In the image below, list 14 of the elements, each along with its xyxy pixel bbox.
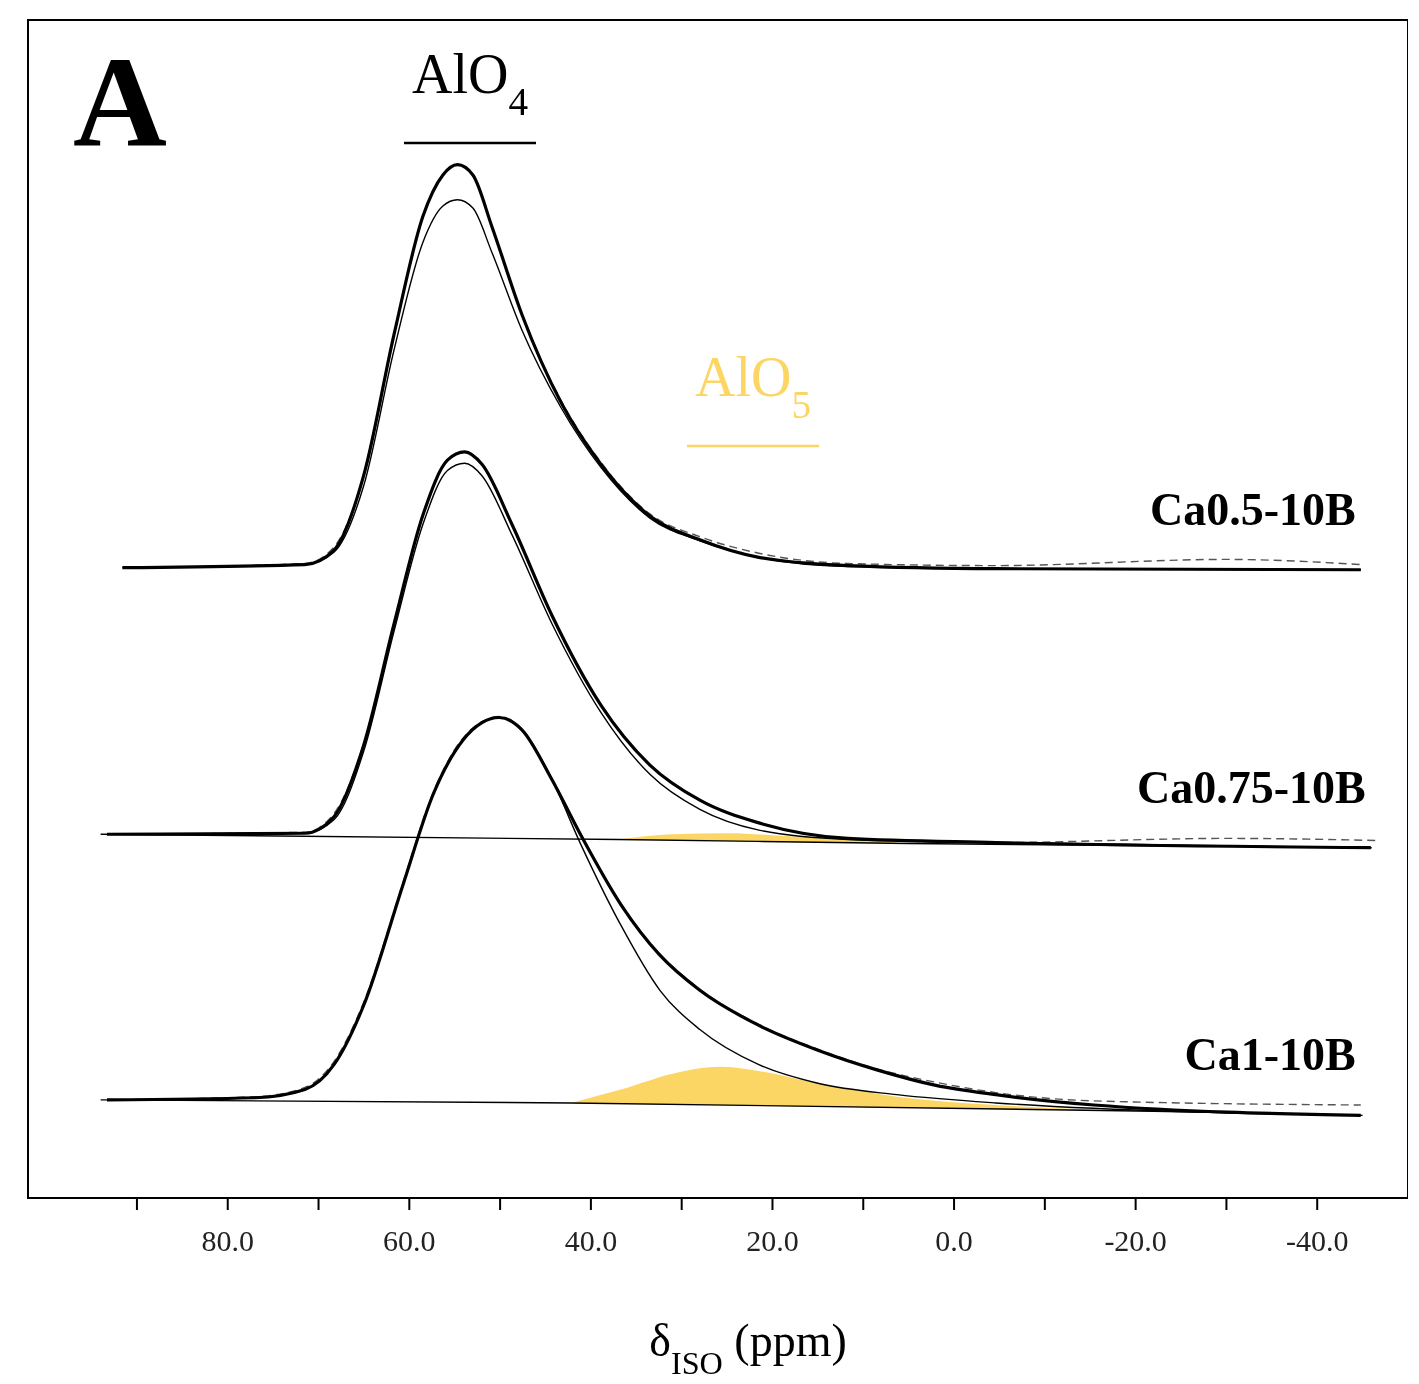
annotation: AlO$_{5}$ <box>694 346 812 426</box>
text: AlO$_{4}$ <box>411 43 529 123</box>
x-tick-label: -20.0 <box>1104 1224 1167 1258</box>
x-tick-label: -40.0 <box>1285 1224 1349 1258</box>
x-axis-title: δ$_{ISO}$ (ppm) <box>649 1315 847 1381</box>
series-label: Ca0.5-10B <box>1150 483 1356 535</box>
x-tick-label: 60.0 <box>383 1224 436 1258</box>
x-tick-label: 20.0 <box>746 1224 799 1258</box>
series-label: Ca1-10B <box>1184 1029 1356 1081</box>
series-label: Ca0.75-10B <box>1137 761 1366 813</box>
annotation: A <box>73 29 167 173</box>
x-tick-label: 0.0 <box>935 1224 973 1258</box>
x-tick-label: 40.0 <box>564 1224 618 1258</box>
x-tick-label: 80.0 <box>201 1224 254 1258</box>
